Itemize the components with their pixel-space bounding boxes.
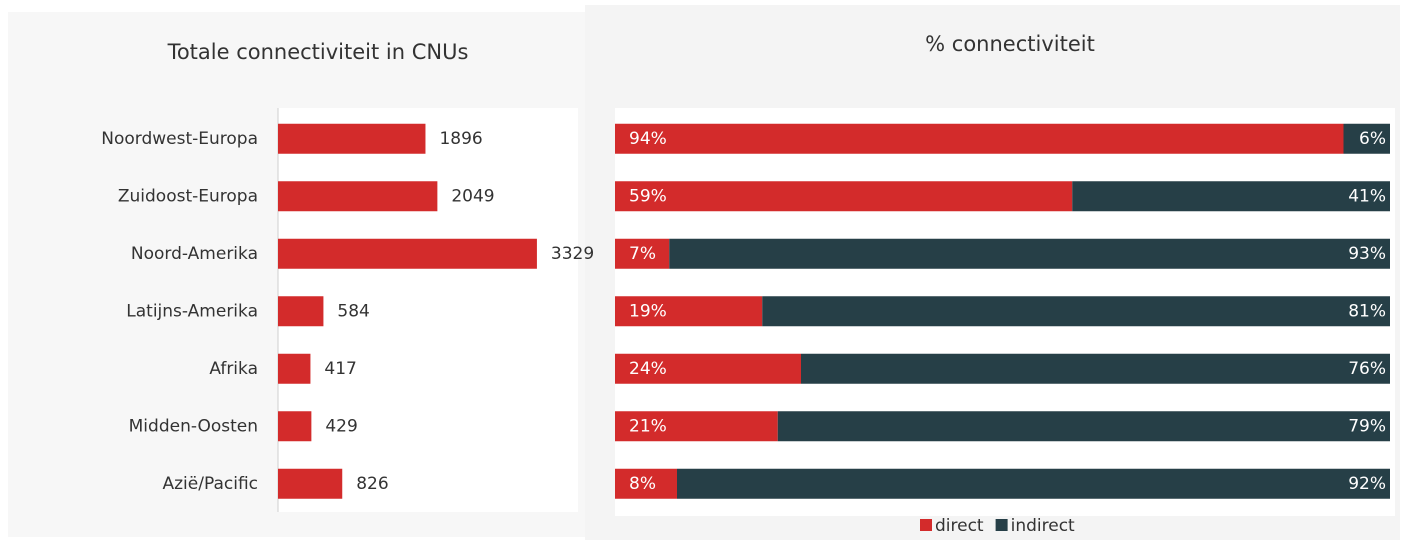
bar [278, 296, 324, 327]
bar-segment [677, 468, 1390, 499]
bar [278, 181, 438, 212]
value-label: 19% [629, 301, 667, 321]
legend-label: direct [935, 516, 984, 536]
legend-swatch [920, 519, 932, 531]
value-label: 3329 [551, 244, 594, 264]
bar [278, 123, 426, 154]
category-label: Azië/Pacific [163, 474, 259, 494]
legend-swatch [995, 519, 1008, 531]
bar [278, 468, 343, 499]
value-label: 2049 [451, 186, 494, 206]
bar [278, 353, 311, 384]
bar-segment [762, 296, 1390, 327]
legend-label: indirect [1011, 516, 1075, 536]
bar [278, 411, 312, 442]
category-label: Latijns-Amerika [126, 301, 258, 321]
bar-segment [615, 353, 801, 384]
value-label: 826 [356, 474, 388, 494]
value-label: 417 [324, 359, 356, 379]
category-label: Zuidoost-Europa [118, 186, 258, 206]
left-plot-area [278, 108, 578, 512]
category-label: Afrika [209, 359, 258, 379]
category-label: Midden-Oosten [129, 416, 258, 436]
value-label: 79% [1348, 416, 1386, 436]
bar-segment [615, 181, 1073, 212]
value-label: 7% [629, 244, 656, 264]
value-label: 76% [1348, 359, 1386, 379]
bar-segment [1343, 123, 1390, 154]
value-label: 59% [629, 186, 667, 206]
value-label: 584 [337, 301, 369, 321]
bar-segment [615, 296, 763, 327]
chart-title: % connectiviteit [925, 32, 1095, 56]
bar-segment [615, 468, 677, 499]
bar-segment [801, 353, 1390, 384]
value-label: 94% [629, 129, 667, 149]
bar-segment [1072, 181, 1390, 212]
bar-segment [777, 411, 1390, 442]
bar [278, 238, 537, 269]
value-label: 21% [629, 416, 667, 436]
value-label: 429 [325, 416, 357, 436]
category-label: Noordwest-Europa [101, 129, 258, 149]
value-label: 8% [629, 474, 656, 494]
bar-segment [615, 411, 778, 442]
value-label: 6% [1359, 129, 1386, 149]
bar-segment [669, 238, 1390, 269]
value-label: 24% [629, 359, 667, 379]
value-label: 81% [1348, 301, 1386, 321]
chart-title: Totale connectiviteit in CNUs [167, 40, 469, 64]
bar-segment [615, 238, 670, 269]
bar-segment [615, 123, 1344, 154]
category-label: Noord-Amerika [131, 244, 258, 264]
value-label: 1896 [439, 129, 482, 149]
value-label: 41% [1348, 186, 1386, 206]
value-label: 93% [1348, 244, 1386, 264]
value-label: 92% [1348, 474, 1386, 494]
